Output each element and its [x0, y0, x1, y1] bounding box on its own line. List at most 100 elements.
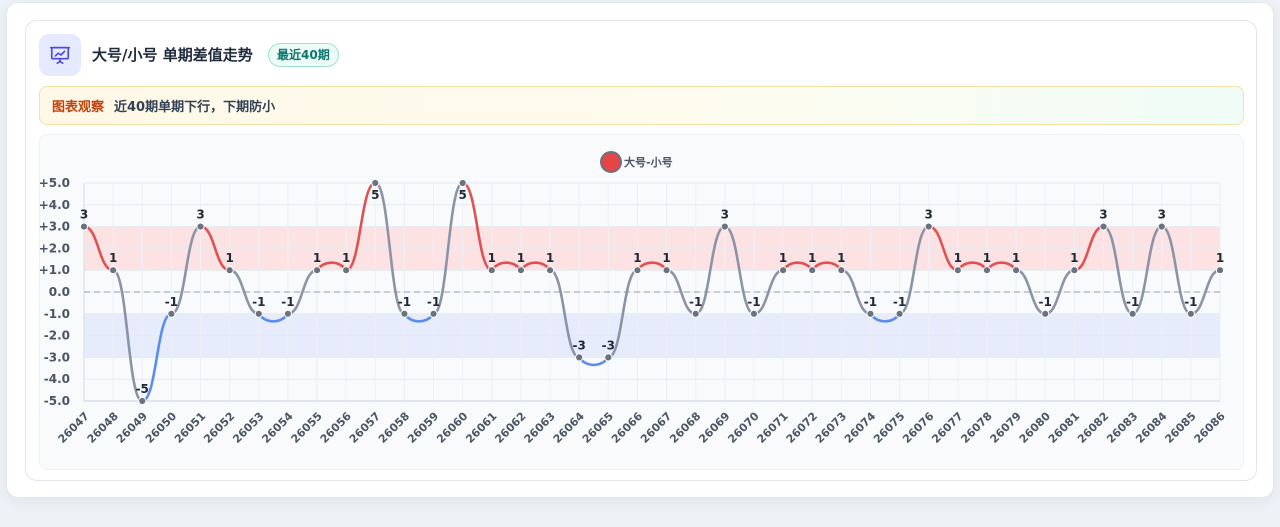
data-label-32: 1 — [1012, 251, 1020, 265]
data-label-0: 3 — [80, 208, 88, 222]
x-tick-label-31: 26078 — [958, 410, 994, 446]
data-label-33: -1 — [1039, 295, 1052, 309]
line-segment-28 — [898, 225, 931, 316]
data-point-29 — [924, 222, 933, 231]
data-point-4 — [196, 222, 205, 231]
data-point-13 — [458, 178, 467, 188]
data-point-1 — [109, 266, 118, 275]
data-point-7 — [283, 309, 292, 318]
x-tick-label-12: 26059 — [405, 410, 441, 446]
data-point-24 — [778, 266, 788, 275]
outer-panel: 大号/小号 单期差值走势 最近40期 图表观察 近40期单期下行，下期防小 +5… — [6, 2, 1274, 498]
data-point-26 — [837, 266, 846, 275]
data-label-9: 1 — [342, 251, 350, 265]
data-label-21: -1 — [689, 295, 702, 309]
difference-line-chart: +5.0 +4.0 +3.0 +2.0 +1.0 0.0 -1.0 -2.0 -3.0 -4.0 -… — [40, 151, 1228, 446]
y-tick-label-1: +4.0 — [40, 198, 70, 212]
data-label-20: 1 — [662, 251, 670, 265]
data-label-34: 1 — [1070, 251, 1078, 265]
x-tick-label-6: 26053 — [230, 410, 266, 446]
data-point-27 — [866, 309, 875, 318]
x-tick-label-9: 26056 — [318, 409, 354, 445]
x-tick-label-39: 26086 — [1192, 409, 1228, 445]
x-tick-label-26: 26073 — [813, 410, 849, 446]
line-segment-37 — [1160, 225, 1193, 316]
legend: 大号-小号 — [600, 151, 673, 173]
data-label-6: -1 — [252, 295, 265, 309]
x-tick-label-5: 26052 — [201, 410, 237, 446]
data-point-37 — [1157, 222, 1166, 231]
data-label-24: 1 — [779, 251, 787, 265]
data-point-14 — [487, 266, 496, 275]
data-point-20 — [662, 266, 671, 275]
legend-label: 大号-小号 — [624, 155, 673, 169]
data-label-4: 3 — [196, 208, 204, 222]
x-tick-label-17: 26064 — [551, 409, 587, 445]
x-tick-label-16: 26063 — [522, 410, 558, 446]
x-tick-label-30: 26077 — [929, 410, 965, 446]
x-tick-label-25: 26072 — [784, 410, 820, 446]
y-tick-label-5: 0.0 — [49, 285, 70, 299]
data-label-38: -1 — [1184, 295, 1197, 309]
data-label-5: 1 — [225, 251, 233, 265]
data-label-23: -1 — [747, 295, 760, 309]
observation-label: 图表观察 — [52, 100, 105, 115]
line-segment-22 — [723, 225, 756, 316]
data-point-22 — [720, 222, 729, 231]
data-point-18 — [604, 353, 613, 362]
data-point-9 — [342, 266, 351, 275]
data-point-33 — [1041, 309, 1050, 318]
data-label-7: -1 — [281, 295, 294, 309]
data-label-10: 5 — [371, 188, 379, 202]
x-tick-label-21: 26068 — [667, 410, 703, 446]
y-tick-label-2: +3.0 — [40, 220, 70, 234]
data-point-19 — [633, 266, 642, 275]
data-point-2 — [138, 396, 147, 406]
data-label-39: 1 — [1216, 251, 1224, 265]
data-label-35: 3 — [1099, 208, 1107, 222]
x-tick-label-8: 26055 — [289, 410, 325, 446]
data-point-21 — [691, 309, 700, 318]
period-badge: 最近40期 — [268, 43, 339, 67]
data-label-15: 1 — [517, 251, 525, 265]
data-point-12 — [429, 309, 438, 318]
data-point-3 — [167, 309, 176, 318]
line-segment-3 — [170, 225, 202, 316]
x-tick-label-36: 26083 — [1104, 410, 1140, 446]
data-label-2: -5 — [136, 382, 149, 396]
data-label-11: -1 — [398, 295, 411, 309]
data-label-3: -1 — [165, 295, 178, 309]
presentation-chart-icon — [39, 34, 81, 76]
x-tick-label-23: 26070 — [725, 409, 761, 445]
data-point-8 — [312, 266, 322, 275]
data-point-35 — [1099, 222, 1108, 231]
x-tick-label-27: 26074 — [842, 409, 878, 445]
line-segment-35 — [1102, 225, 1134, 316]
legend-marker — [600, 151, 622, 173]
line-segment-12 — [432, 181, 464, 316]
data-label-13: 5 — [458, 188, 466, 202]
data-label-22: 3 — [721, 208, 729, 222]
data-point-30 — [953, 266, 962, 275]
x-tick-label-35: 26082 — [1075, 410, 1111, 446]
x-tick-label-29: 26076 — [900, 409, 936, 445]
x-tick-label-19: 26066 — [609, 409, 645, 445]
y-tick-label-3: +2.0 — [40, 241, 70, 255]
data-label-18: -3 — [602, 338, 615, 352]
y-tick-label-6: -1.0 — [44, 307, 70, 321]
data-label-37: 3 — [1158, 208, 1166, 222]
data-label-25: 1 — [808, 251, 816, 265]
data-point-10 — [371, 178, 380, 188]
line-segment-17 — [577, 356, 610, 367]
x-tick-label-20: 26067 — [638, 410, 674, 446]
data-point-0 — [79, 222, 89, 231]
data-label-31: 1 — [983, 251, 991, 265]
line-segment-36 — [1131, 225, 1164, 316]
data-label-17: -3 — [573, 338, 586, 352]
data-point-15 — [516, 266, 526, 275]
card-title: 大号/小号 单期差值走势 — [92, 46, 253, 64]
x-tick-label-0: 26047 — [56, 410, 92, 446]
data-point-38 — [1186, 309, 1195, 318]
x-tick-label-37: 26084 — [1133, 409, 1169, 445]
line-segment-21 — [694, 225, 727, 316]
